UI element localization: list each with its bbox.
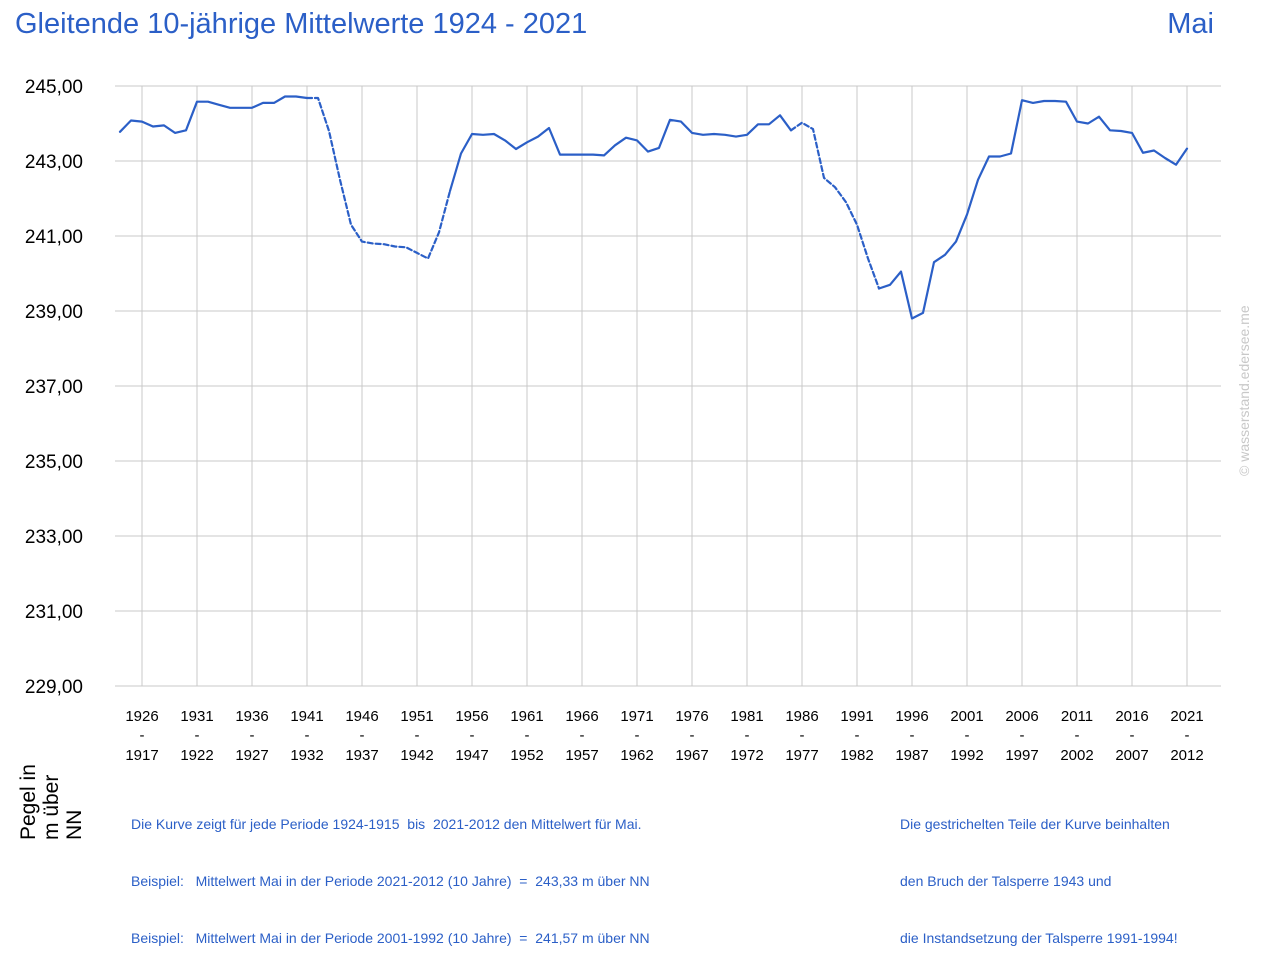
x-tick-label: 1937 <box>345 747 378 764</box>
x-tick-label: 2006 <box>1005 708 1038 725</box>
x-tick-label: 1972 <box>730 747 763 764</box>
x-tick-label: 1957 <box>565 747 598 764</box>
x-tick-label: 1917 <box>125 747 158 764</box>
x-tick-label: 2011 <box>1061 708 1093 725</box>
x-tick-label: 1941 <box>290 708 323 725</box>
x-tick-separator: - <box>140 727 145 744</box>
x-tick-labels: 1926 - 1917 1931 - 1922 1936 - 1927 1941 - 1932 1946… <box>125 708 1203 764</box>
x-tick-separator: - <box>1020 727 1025 744</box>
x-tick-separator: - <box>745 727 750 744</box>
x-tick-separator: - <box>1130 727 1135 744</box>
chart-title: Gleitende 10-jährige Mittelwerte 1924 - … <box>15 8 588 40</box>
y-tick-label: 241,00 <box>25 227 83 248</box>
x-tick-label: 1992 <box>950 747 983 764</box>
x-tick-separator: - <box>580 727 585 744</box>
x-tick-label: 2001 <box>950 708 983 725</box>
x-tick-label: 1951 <box>400 708 433 725</box>
x-tick-label: 1947 <box>455 747 488 764</box>
x-tick-label: 1942 <box>400 747 433 764</box>
x-tick-label: 1977 <box>785 747 818 764</box>
x-tick-label: 2002 <box>1060 747 1093 764</box>
y-tick-labels: 229,00 231,00 233,00 235,00 237,00 239,00 241,… <box>25 77 83 698</box>
y-tick-label: 233,00 <box>25 527 83 548</box>
y-tick-label: 229,00 <box>25 677 83 698</box>
dashed-note: Die gestrichelten Teile der Kurve beinha… <box>900 777 1178 967</box>
y-tick-label: 235,00 <box>25 452 83 473</box>
x-tick-label: 1996 <box>895 708 928 725</box>
series-line-dashed <box>789 121 881 290</box>
y-tick-label: 243,00 <box>25 152 83 173</box>
x-tick-label: 1987 <box>895 747 928 764</box>
y-axis-label-line-1: Pegel in <box>17 764 40 840</box>
note-line: Die gestrichelten Teile der Kurve beinha… <box>900 816 1170 832</box>
x-tick-separator: - <box>1075 727 1080 744</box>
x-tick-label: 1956 <box>455 708 488 725</box>
x-tick-separator: - <box>250 727 255 744</box>
x-tick-label: 1936 <box>235 708 268 725</box>
x-tick-separator: - <box>1185 727 1190 744</box>
series-line <box>448 114 793 193</box>
x-tick-label: 2007 <box>1115 747 1148 764</box>
x-tick-separator: - <box>855 727 860 744</box>
x-tick-label: 1931 <box>180 708 213 725</box>
x-tick-label: 1926 <box>125 708 158 725</box>
note-line: Die Kurve zeigt für jede Periode 1924-19… <box>131 816 642 832</box>
note-line: den Bruch der Talsperre 1943 und <box>900 873 1112 889</box>
series-line-dashed <box>305 96 452 260</box>
x-tick-separator: - <box>910 727 915 744</box>
series-line <box>118 95 309 134</box>
data-series <box>118 95 1189 320</box>
note-line: Beispiel: Mittelwert Mai in der Periode … <box>131 930 650 946</box>
x-tick-separator: - <box>800 727 805 744</box>
x-tick-label: 1922 <box>180 747 213 764</box>
y-tick-label: 237,00 <box>25 377 83 398</box>
x-tick-label: 1946 <box>345 708 378 725</box>
x-tick-label: 1991 <box>840 708 873 725</box>
month-label: Mai <box>1167 8 1214 40</box>
x-tick-label: 1971 <box>620 708 653 725</box>
x-tick-label: 1952 <box>510 747 543 764</box>
note-line: die Instandsetzung der Talsperre 1991-19… <box>900 930 1178 946</box>
y-axis-label: Pegel in m über NN <box>17 745 86 840</box>
y-axis-label-line-2: m über NN <box>40 774 86 840</box>
x-tick-separator: - <box>305 727 310 744</box>
x-tick-label: 2012 <box>1170 747 1203 764</box>
x-tick-label: 1961 <box>510 708 543 725</box>
x-tick-separator: - <box>635 727 640 744</box>
x-tick-label: 1967 <box>675 747 708 764</box>
line-chart: 229,00 231,00 233,00 235,00 237,00 239,00 241,… <box>25 77 1221 764</box>
note-line: Beispiel: Mittelwert Mai in der Periode … <box>131 873 650 889</box>
x-tick-label: 1982 <box>840 747 873 764</box>
x-tick-label: 1966 <box>565 708 598 725</box>
x-tick-separator: - <box>690 727 695 744</box>
x-tick-separator: - <box>470 727 475 744</box>
x-tick-separator: - <box>525 727 530 744</box>
x-tick-label: 1927 <box>235 747 268 764</box>
x-tick-label: 1932 <box>290 747 323 764</box>
y-tick-label: 245,00 <box>25 77 83 98</box>
x-tick-label: 1981 <box>730 708 763 725</box>
x-tick-label: 1976 <box>675 708 708 725</box>
x-tick-label: 1962 <box>620 747 653 764</box>
x-tick-separator: - <box>965 727 970 744</box>
x-tick-label: 2021 <box>1170 708 1203 725</box>
watermark: © wasserstand.edersee.me <box>1236 305 1252 476</box>
x-tick-label: 1986 <box>785 708 818 725</box>
explanation-note: Die Kurve zeigt für jede Periode 1924-19… <box>131 777 650 967</box>
y-tick-label: 239,00 <box>25 302 83 323</box>
x-tick-separator: - <box>415 727 420 744</box>
x-tick-separator: - <box>360 727 365 744</box>
series-line <box>877 99 1189 320</box>
x-tick-separator: - <box>195 727 200 744</box>
x-tick-label: 1997 <box>1005 747 1038 764</box>
x-tick-label: 2016 <box>1115 708 1148 725</box>
y-tick-label: 231,00 <box>25 602 83 623</box>
grid <box>115 85 1221 687</box>
